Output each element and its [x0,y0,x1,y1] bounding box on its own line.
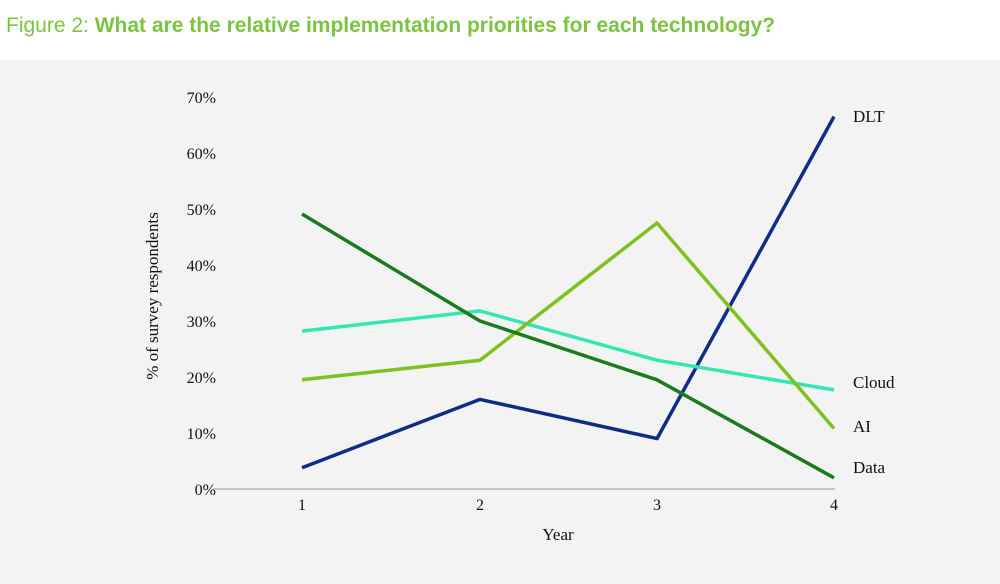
chart-panel [0,60,1000,584]
series-label-cloud: Cloud [853,373,895,392]
series-line-data [301,212,835,480]
figure-question: What are the relative implementation pri… [94,14,776,37]
x-tick-label: 1 [298,497,306,514]
series-line-ai [301,221,836,430]
x-axis-ticks: 1 2 3 4 [298,497,838,514]
figure-title: Figure 2: What are the relative implemen… [6,14,775,38]
y-axis-ticks: 0% 10% 20% 30% 40% 50% 60% 70% [187,90,216,499]
x-tick-label: 3 [653,497,661,514]
y-tick-label: 40% [187,258,216,275]
y-tick-label: 60% [187,146,216,163]
x-tick-label: 4 [830,497,838,514]
y-tick-label: 30% [187,314,216,331]
figure-prefix: Figure 2: [6,14,89,37]
series-label-ai: AI [853,417,871,436]
y-tick-label: 0% [195,482,216,499]
series-lines [301,115,836,480]
y-axis-label: % of survey respondents [143,212,162,380]
series-label-dlt: DLT [853,107,885,126]
x-tick-label: 2 [476,497,484,514]
figure-header: Figure 2: What are the relative implemen… [0,0,1000,60]
series-line-cloud [301,309,835,392]
y-tick-label: 50% [187,202,216,219]
series-label-data: Data [853,458,886,477]
y-tick-label: 70% [187,90,216,107]
series-line-dlt [301,115,836,470]
x-axis-label: Year [542,525,574,544]
y-tick-label: 10% [187,426,216,443]
y-tick-label: 20% [187,370,216,387]
series-labels: DLT Cloud AI Data [853,107,895,477]
